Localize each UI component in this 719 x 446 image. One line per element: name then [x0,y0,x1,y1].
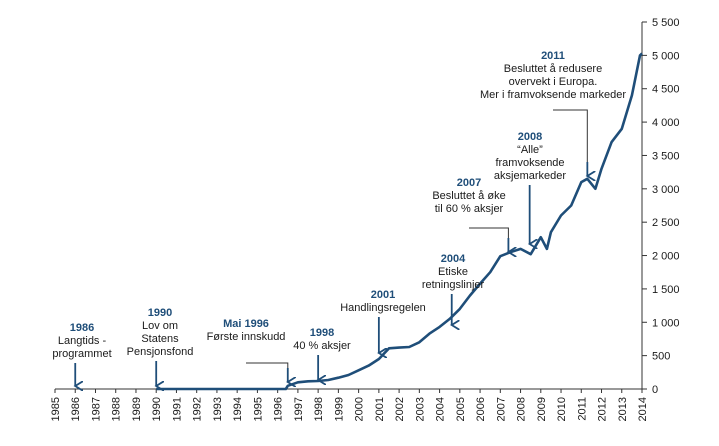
x-tick-label: 1988 [111,397,123,421]
x-tick-label: 1998 [313,397,325,421]
annotation-text: Statens [141,333,179,345]
annotation-text: Handlingsregelen [340,302,426,314]
x-tick-label: 2006 [475,397,487,421]
y-tick-label: 1 500 [652,284,680,296]
annotation-year: 2008 [518,131,542,143]
annotation-text: Mer i framvoksende markeder [480,89,626,101]
y-tick-label: 4 500 [652,84,680,96]
annotation-text: retningslinjer [422,279,485,291]
x-tick-label: 1994 [232,397,244,421]
annotation-leader [469,227,509,252]
x-tick-label: 1993 [212,397,224,421]
y-tick-label: 1 000 [652,317,680,329]
annotation-leader [246,362,289,382]
x-tick-label: 1991 [171,397,183,421]
x-tick-label: 2011 [576,397,588,421]
annotation-text: 40 % aksjer [293,340,351,352]
y-tick-label: 4 000 [652,117,680,129]
x-tick-label: 2007 [495,397,507,421]
x-tick-label: 1992 [192,397,204,421]
annotation-year: 2007 [457,177,481,189]
x-tick-label: 2008 [516,397,528,421]
x-tick-label: 2014 [637,397,649,421]
x-tick-label: 2012 [597,397,609,421]
annotation-text: overvekt i Europa. [509,76,598,88]
annotation-text: Pensjonsfond [127,346,194,358]
annotation-year: 2011 [541,50,565,62]
annotation-text: Besluttet å redusere [504,63,602,75]
annotation-year: 2004 [441,253,466,265]
x-tick-label: 1987 [90,397,102,421]
y-tick-label: 3 000 [652,184,680,196]
x-tick-label: 2004 [435,397,447,421]
annotation-text: Etiske [438,266,468,278]
x-tick-label: 1997 [293,397,305,421]
annotation-text: Besluttet å øke [432,190,505,202]
fund-value-line [156,52,643,391]
annotation-text: “Alle” [517,144,543,156]
annotation-text: til 60 % aksjer [435,203,504,215]
annotation-year: 1990 [148,307,172,319]
annotation-year: Mai 1996 [223,318,269,330]
annotation-text: aksjemarkeder [494,170,566,182]
x-tick-label: 1989 [131,397,143,421]
annotation-text: Lov om [142,320,178,332]
x-tick-label: 2003 [414,397,426,421]
x-tick-label: 1985 [50,397,62,421]
x-tick-label: 2002 [394,397,406,421]
annotation-leader [553,109,588,176]
y-tick-label: 500 [652,351,670,363]
y-tick-label: 2 500 [652,217,680,229]
x-tick-label: 1996 [273,397,285,421]
x-tick-label: 2013 [617,397,629,421]
annotation-year: 2001 [371,289,395,301]
y-tick-label: 5 000 [652,50,680,62]
x-tick-label: 2005 [455,397,467,421]
annotation-year: 1986 [70,322,94,334]
x-tick-label: 2000 [354,397,366,421]
annotation-year: 1998 [310,327,334,339]
annotation-text: programmet [52,348,111,360]
annotation-text: Langtids - [58,335,107,347]
y-tick-label: 5 500 [652,17,680,29]
annotation-text: framvoksende [495,157,564,169]
axes: 0 500 1 000 1 500 2 000 2 500 3 000 3 500 4 000 4… [50,17,680,421]
x-tick-label: 1986 [70,397,82,421]
x-tick-label: 2009 [536,397,548,421]
x-tick-label: 1995 [252,397,264,421]
y-tick-label: 0 [652,384,658,396]
series-layer [156,52,643,391]
y-tick-label: 3 500 [652,150,680,162]
x-tick-label: 1999 [333,397,345,421]
x-tick-label: 2010 [556,397,568,421]
x-tick-label: 1990 [151,397,163,421]
annotation-text: Første innskudd [207,331,286,343]
y-tick-label: 2 000 [652,251,680,263]
x-tick-label: 2001 [374,397,386,421]
